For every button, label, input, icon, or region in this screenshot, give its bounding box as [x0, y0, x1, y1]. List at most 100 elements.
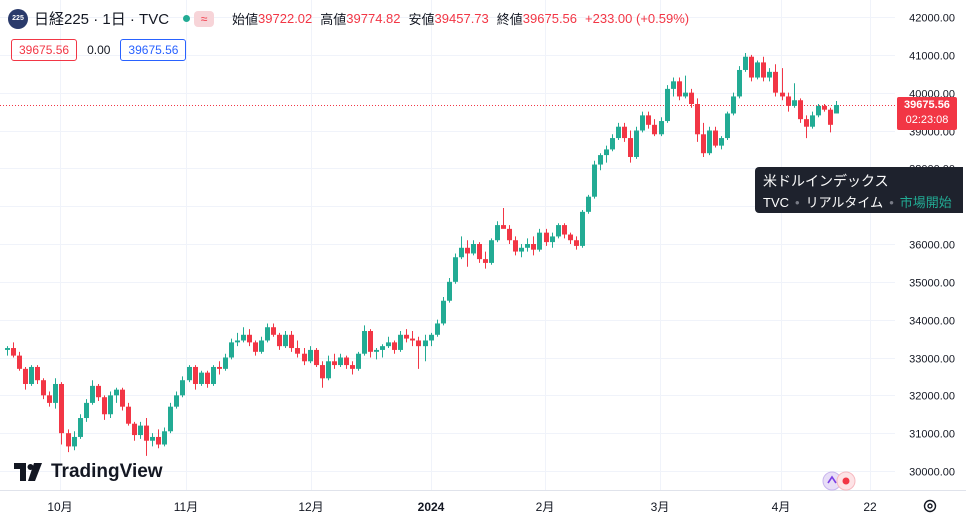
candle-body [314, 349, 319, 366]
candle-body [652, 124, 657, 135]
candle-body [47, 395, 52, 403]
last-price-tag: 39675.56 02:23:08 [897, 97, 957, 130]
candle-body [713, 130, 718, 146]
candle-body [362, 331, 367, 354]
time-tick-label: 3月 [651, 500, 670, 514]
candle-body [72, 436, 77, 447]
symbol-title[interactable]: 日経225 · 1日 · TVC [34, 11, 170, 28]
candle-body [574, 240, 579, 246]
candle-body [471, 244, 476, 254]
last-price-label: 39675.56 [904, 99, 950, 111]
spread-value: 0.00 [87, 43, 111, 57]
candle-body [150, 436, 155, 441]
open-value: 39722.02 [258, 11, 313, 26]
candle-body [483, 259, 488, 263]
candle-body [792, 100, 797, 106]
candle-body [193, 366, 198, 384]
price-tick-label: 35000.00 [909, 278, 955, 290]
candle-body [356, 353, 361, 369]
candle-body [11, 348, 16, 356]
candle-body [66, 433, 71, 447]
candle-body [229, 342, 234, 358]
price-tick-label: 34000.00 [909, 316, 955, 328]
tradingview-logo-text: TradingView [51, 461, 163, 482]
candle-body [477, 244, 482, 260]
candle-body [326, 361, 331, 379]
candle-body [320, 365, 325, 379]
candle-body [592, 164, 597, 197]
candle-body [180, 380, 185, 396]
price-tick-label: 41000.00 [909, 51, 955, 63]
candle-body [671, 81, 676, 89]
candle-body [265, 327, 270, 341]
change-value: +233.00 (+0.59%) [585, 11, 690, 26]
candle-body [646, 115, 651, 125]
order-panel: 39675.56 0.00 39675.56 [11, 39, 187, 61]
candle-body [302, 353, 307, 362]
candle-body [35, 366, 40, 381]
candle-body [114, 389, 119, 396]
time-tick-label: 22 [863, 500, 877, 514]
price-tick-label: 36000.00 [909, 240, 955, 252]
candle-body [144, 425, 149, 441]
tooltip-details: TVC • リアルタイム • 市場開始 [763, 192, 952, 211]
candle-body [53, 383, 58, 403]
candle-body [416, 340, 421, 347]
candle-body [749, 56, 754, 78]
candle-body [368, 331, 373, 352]
candle-body [217, 366, 222, 369]
candle-body [168, 406, 173, 432]
candle-body [132, 423, 137, 436]
candle-body [501, 225, 506, 229]
candle-body [773, 71, 778, 93]
buy-button[interactable]: 39675.56 [120, 39, 187, 61]
bar-countdown: 02:23:08 [905, 114, 949, 126]
candle-body [640, 115, 645, 131]
candle-body [683, 92, 688, 97]
candle-body [5, 348, 10, 350]
candle-body [489, 240, 494, 263]
close-label: 終値 [496, 12, 523, 27]
candle-body [435, 323, 440, 335]
candle-body [174, 395, 179, 407]
candle-body [308, 349, 313, 362]
low-label: 安値 [408, 12, 435, 27]
candle-body [199, 372, 204, 384]
candle-body [84, 402, 89, 419]
candles [5, 52, 839, 456]
candle-body [241, 334, 246, 341]
candle-body [798, 100, 803, 120]
gear-icon[interactable] [922, 498, 938, 514]
candle-body [737, 69, 742, 97]
candle-body [338, 357, 343, 366]
compare-icons[interactable] [822, 470, 858, 492]
candle-body [404, 334, 409, 339]
candle-body [767, 71, 772, 78]
tooltip-status: 市場開始 [899, 195, 952, 210]
candle-body [659, 121, 664, 135]
tooltip-title: 米ドルインデックス [763, 173, 889, 189]
candle-body [616, 126, 621, 139]
tradingview-logo[interactable]: TradingView [14, 461, 163, 483]
candle-body [90, 385, 95, 403]
candle-body [429, 334, 434, 341]
candle-body [205, 372, 210, 384]
candle-body [23, 368, 28, 384]
market-status-dot[interactable] [183, 15, 191, 22]
candle-body [459, 247, 464, 258]
candle-body [537, 232, 542, 250]
tradingview-logo-icon [14, 463, 42, 481]
candle-body [441, 300, 446, 324]
tooltip-source: TVC [763, 195, 789, 210]
symbol-badge[interactable]: 225 [8, 8, 28, 29]
candle-body [562, 225, 567, 235]
candle-body [519, 247, 524, 252]
high-value: 39774.82 [346, 11, 401, 26]
sell-button[interactable]: 39675.56 [11, 39, 78, 61]
candle-body [689, 92, 694, 105]
delayed-data-icon[interactable]: ≈ [194, 10, 215, 27]
time-tick-label: 10月 [47, 500, 72, 514]
candle-body [495, 225, 500, 241]
candle-body [29, 366, 34, 384]
